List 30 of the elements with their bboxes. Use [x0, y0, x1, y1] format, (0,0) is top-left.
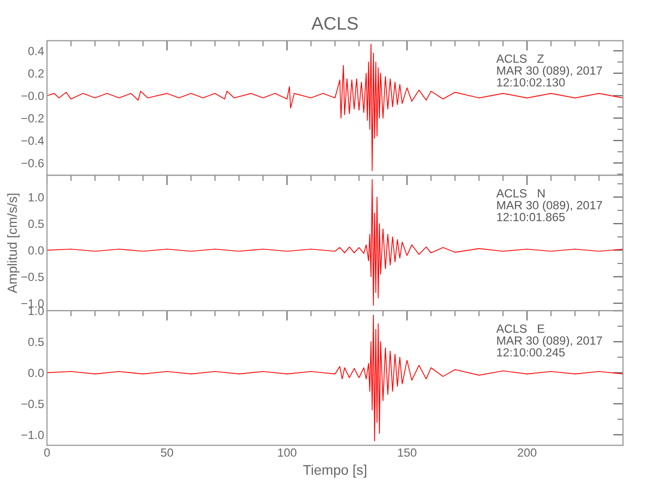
- line-series: [47, 179, 623, 306]
- y-tick-label: 0.4: [28, 46, 44, 56]
- y-tick-label: 0.5: [28, 338, 44, 346]
- y-tick-label: −0.5: [22, 272, 44, 282]
- annotation: ACLS E MAR 30 (089), 2017 12:10:00.245: [496, 324, 602, 357]
- x-axis-title: Tiempo [s]: [303, 464, 366, 478]
- chart-title: ACLS: [311, 16, 358, 30]
- y-tick-label: −0.6: [22, 158, 44, 168]
- line-series: [47, 314, 623, 442]
- annotation: ACLS Z MAR 30 (089), 2017 12:10:02.130: [496, 54, 602, 87]
- y-tick-label: 1.0: [28, 306, 44, 316]
- line-series: [47, 44, 623, 172]
- y-tick-label: 0.0: [28, 368, 44, 378]
- y-tick-label: −0.5: [22, 400, 44, 408]
- x-tick-label: 50: [160, 448, 174, 457]
- x-tick-label: 150: [398, 448, 416, 457]
- y-tick-label: 1.0: [28, 193, 44, 202]
- annotation: ACLS N MAR 30 (089), 2017 12:10:01.865: [496, 189, 602, 222]
- y-tick-label: 0.5: [28, 220, 44, 228]
- y-axis-title: Amplitud [cm/s/s]: [7, 194, 20, 294]
- y-tick-label: −0.4: [22, 136, 44, 145]
- x-tick-label: 0: [44, 448, 50, 457]
- y-tick-label: 0.2: [28, 69, 44, 78]
- y-tick-label: 0.0: [28, 246, 44, 255]
- y-tick-label: −0.0: [22, 92, 44, 100]
- x-tick-label: 100: [278, 448, 296, 457]
- x-tick-label: 200: [518, 448, 536, 457]
- y-tick-label: −1.0: [22, 430, 44, 440]
- y-tick-label: −0.2: [22, 114, 44, 122]
- y-tick-label: −1.0: [22, 299, 44, 308]
